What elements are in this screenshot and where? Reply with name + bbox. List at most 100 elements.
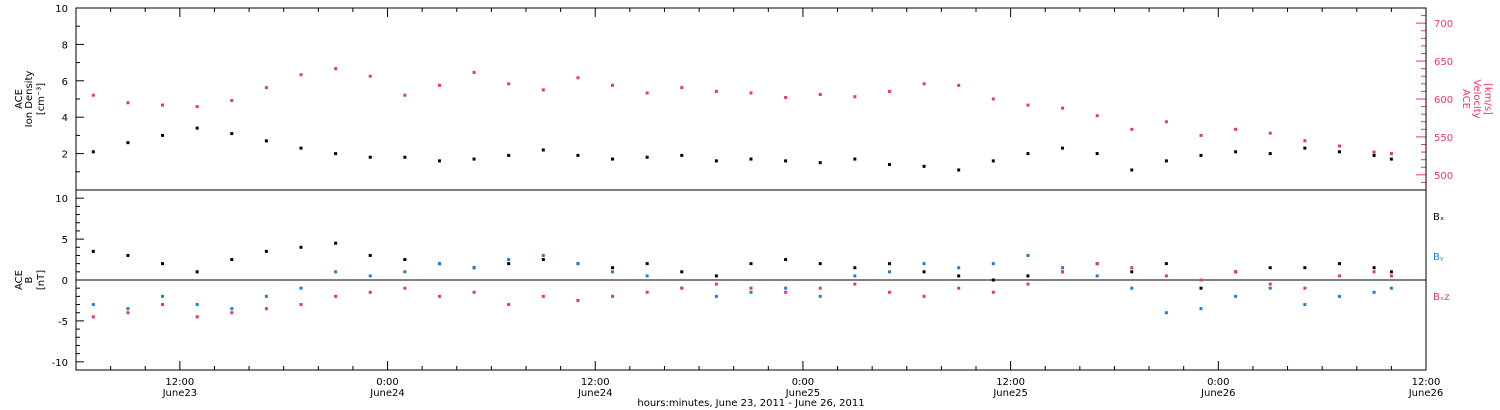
velocity-tick-label: 550 — [1434, 133, 1453, 144]
by-point — [1095, 274, 1099, 278]
bfield-tick-label: 10 — [55, 194, 68, 205]
top-panel-marks — [91, 67, 1393, 172]
by-point — [334, 270, 338, 274]
x-tick-time-label: 12:00 — [996, 377, 1025, 388]
bx-point — [195, 270, 199, 274]
velocity-point — [1389, 152, 1393, 156]
velocity-axis-title-line3: [km/s] — [1482, 83, 1493, 115]
bfield-axis-title-line3: [nT] — [36, 270, 47, 290]
bx-point — [1164, 262, 1168, 266]
density-point — [576, 153, 580, 157]
bz-point — [1164, 274, 1168, 278]
density-tick-label: 6 — [62, 77, 68, 88]
velocity-point — [576, 76, 580, 80]
density-point — [437, 159, 441, 163]
bz-point — [91, 315, 95, 319]
bfield-tick-label: 0 — [62, 276, 68, 287]
velocity-point — [611, 83, 615, 87]
by-point — [472, 266, 476, 270]
bz-point — [368, 290, 372, 294]
bz-point — [541, 294, 545, 298]
x-tick-date-label: June26 — [1408, 388, 1444, 399]
velocity-tick-label: 500 — [1434, 171, 1453, 182]
bz-point — [299, 303, 303, 307]
x-tick-date-label: June24 — [577, 388, 613, 399]
bx-point — [1389, 270, 1393, 274]
density-point — [1130, 168, 1134, 172]
velocity-point — [230, 99, 234, 103]
bfield-tick-label: 5 — [62, 235, 68, 246]
by-point — [991, 262, 995, 266]
bz-point — [645, 290, 649, 294]
velocity-point — [1095, 114, 1099, 118]
bz-point — [403, 286, 407, 290]
bz-point — [1130, 266, 1134, 270]
legend-entry: Bₓz — [1433, 292, 1450, 303]
x-tick-time-label: 0:00 — [792, 377, 814, 388]
bx-point — [541, 258, 545, 262]
bx-point — [334, 241, 338, 245]
density-point — [1268, 152, 1272, 156]
by-point — [714, 294, 718, 298]
density-point — [1061, 146, 1065, 150]
velocity-point — [922, 82, 926, 86]
bx-point — [784, 258, 788, 262]
density-point — [299, 146, 303, 150]
x-tick-date-label: June23 — [162, 388, 198, 399]
bx-point — [1372, 266, 1376, 270]
density-axis-title-line1: ACE — [14, 89, 25, 109]
bx-point — [887, 262, 891, 266]
by-point — [1234, 294, 1238, 298]
density-point — [645, 155, 649, 159]
density-point — [1095, 152, 1099, 156]
bz-point — [195, 315, 199, 319]
density-point — [611, 157, 615, 161]
bz-point — [1234, 270, 1238, 274]
density-point — [853, 157, 857, 161]
bottom-panel-marks — [91, 241, 1393, 319]
bx-point — [1130, 270, 1134, 274]
density-point — [264, 139, 268, 143]
bz-point — [264, 307, 268, 311]
bz-point — [1061, 270, 1065, 274]
bz-point — [507, 303, 511, 307]
legend-entry: Bₓ — [1433, 212, 1444, 223]
by-point — [1199, 307, 1203, 311]
velocity-point — [334, 67, 338, 71]
velocity-point — [126, 101, 130, 105]
density-point — [91, 150, 95, 154]
density-point — [1389, 157, 1393, 161]
bx-point — [264, 249, 268, 253]
bx-point — [853, 266, 857, 270]
velocity-point — [784, 95, 788, 99]
density-point — [784, 159, 788, 163]
by-point — [230, 307, 234, 311]
density-point — [957, 168, 961, 172]
velocity-point — [887, 89, 891, 93]
velocity-point — [957, 83, 961, 87]
density-point — [334, 152, 338, 156]
bz-point — [749, 286, 753, 290]
bx-point — [161, 262, 165, 266]
velocity-point — [1234, 127, 1238, 131]
density-axis-title-line2: Ion Density — [24, 71, 35, 128]
velocity-point — [714, 89, 718, 93]
velocity-point — [91, 93, 95, 97]
by-point — [887, 270, 891, 274]
density-point — [1164, 159, 1168, 163]
x-axis-title: hours:minutes, June 23, 2011 - June 26, … — [637, 398, 864, 409]
velocity-tick-label: 700 — [1434, 19, 1453, 30]
bx-point — [749, 262, 753, 266]
velocity-axis-title-line1: ACE — [1460, 89, 1471, 109]
by-point — [1164, 311, 1168, 315]
density-point — [507, 153, 511, 157]
density-point — [403, 155, 407, 159]
by-point — [195, 303, 199, 307]
by-point — [1303, 303, 1307, 307]
by-point — [749, 290, 753, 294]
bz-point — [1337, 274, 1341, 278]
density-point — [126, 141, 130, 145]
bx-point — [1337, 262, 1341, 266]
bx-point — [1268, 266, 1272, 270]
